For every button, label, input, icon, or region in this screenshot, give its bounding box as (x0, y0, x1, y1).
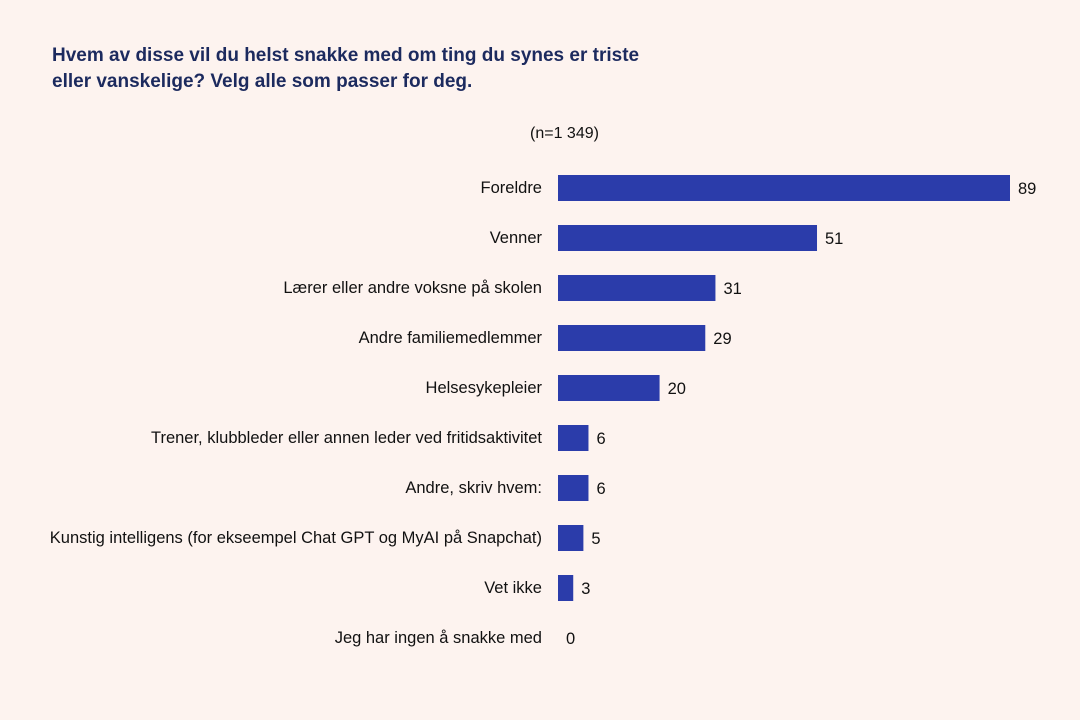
data-label: 6 (596, 430, 605, 448)
data-label: 0 (566, 630, 575, 648)
data-label: 31 (723, 280, 741, 298)
chart-title: Hvem av disse vil du helst snakke med om… (52, 45, 640, 92)
category-label: Trener, klubbleder eller annen leder ved… (150, 428, 542, 447)
category-label: Helsesykepleier (425, 378, 542, 397)
data-label: 51 (825, 230, 843, 248)
bar (558, 475, 589, 501)
category-label: Andre familiemedlemmer (358, 328, 542, 347)
bar (558, 275, 716, 301)
data-label: 20 (668, 380, 686, 398)
bar (558, 175, 1010, 201)
data-label: 5 (591, 530, 600, 548)
category-label: Foreldre (480, 178, 542, 197)
category-label: Lærer eller andre voksne på skolen (283, 278, 542, 297)
bar (558, 525, 584, 551)
data-label: 29 (713, 330, 731, 348)
data-label: 6 (596, 480, 605, 498)
category-label: Jeg har ingen å snakke med (334, 628, 542, 647)
category-label: Andre, skriv hvem: (405, 478, 542, 497)
bar (558, 575, 574, 601)
bar (558, 225, 818, 251)
bar (558, 325, 706, 351)
category-label: Vet ikke (484, 578, 542, 597)
category-label: Kunstig intelligens (for ekseempel Chat … (49, 528, 542, 547)
bar (558, 375, 660, 401)
data-label: 3 (581, 580, 590, 598)
data-label: 89 (1018, 180, 1036, 198)
sample-size: (n=1 349) (530, 125, 599, 142)
bar (558, 425, 589, 451)
category-label: Venner (489, 228, 542, 247)
